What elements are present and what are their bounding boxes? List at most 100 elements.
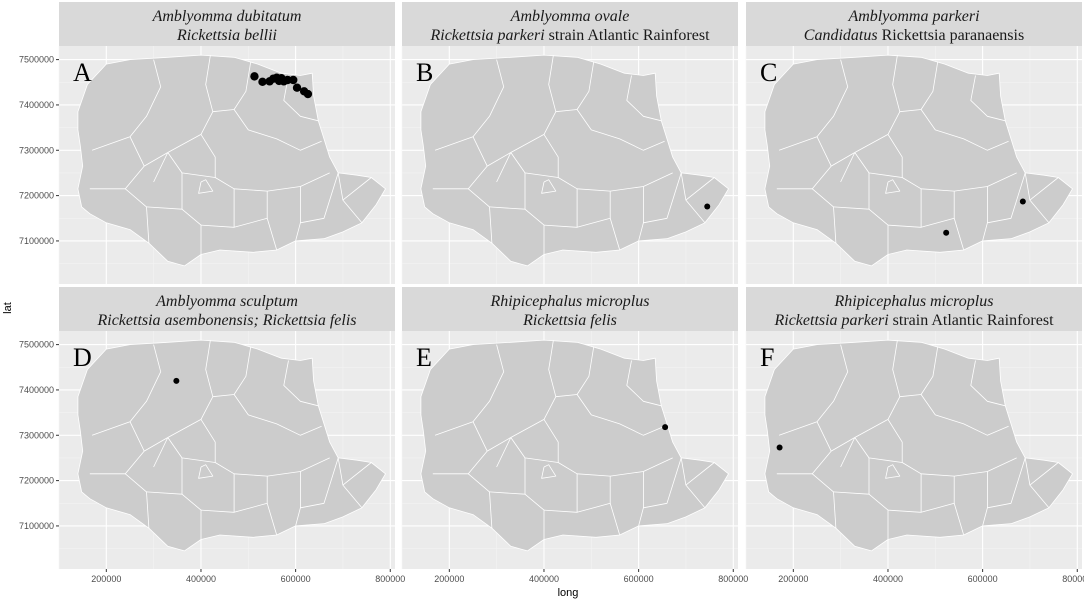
region-boundaries	[89, 340, 372, 540]
panel-c: Amblyomma parkeri Candidatus Rickettsia p…	[745, 2, 1082, 284]
region-boundary	[887, 419, 903, 463]
panel-letter: C	[760, 58, 777, 87]
y-tick-label: 7400000	[19, 385, 54, 395]
panel-title-tick: Amblyomma ovale	[510, 8, 630, 25]
panel-f: Rhipicephalus microplus Rickettsia parker…	[745, 287, 1082, 569]
panel-title-pathogen: Rickettsia asembonensis; Rickettsia feli…	[96, 312, 356, 329]
pathogen-name-italic: Rickettsia parkeri	[429, 27, 544, 44]
x-tick-label: 200000	[778, 574, 808, 584]
region-boundaries	[432, 55, 715, 255]
pathogen-name-plain: strain Atlantic Rainforest	[889, 312, 1054, 329]
occurrence-point	[704, 203, 711, 210]
region-boundary	[970, 75, 1006, 122]
y-tick-label: 7500000	[19, 55, 54, 65]
region-boundary	[91, 344, 162, 436]
region-boundary	[153, 437, 169, 468]
region-boundary	[576, 61, 595, 110]
occurrence-points	[250, 72, 313, 99]
region-boundary	[987, 172, 1026, 224]
pathogen-name-italic: Candidatus	[804, 27, 878, 44]
x-tick-label: 800000	[1062, 574, 1084, 584]
panel-d: Amblyomma sculptum Rickettsia asembonensi…	[58, 287, 395, 569]
state-outline	[420, 54, 729, 267]
region-boundary	[920, 346, 939, 395]
region-boundary	[342, 462, 372, 486]
region-boundary	[555, 394, 578, 398]
region-boundary	[300, 172, 339, 224]
region-boundary	[685, 177, 715, 201]
region-boundary	[833, 206, 889, 255]
panel-strip	[59, 287, 395, 331]
occurrence-points	[704, 203, 711, 210]
x-tick-label: 400000	[529, 574, 559, 584]
pathogen-name-plain: Rickettsia paranaensis	[878, 27, 1025, 44]
region-boundary	[1029, 462, 1059, 486]
x-tick-label: 600000	[968, 574, 998, 584]
region-boundary	[840, 152, 856, 183]
occurrence-point	[1019, 198, 1026, 205]
region-boundary	[233, 346, 252, 395]
y-tick-label: 7100000	[19, 521, 54, 531]
y-tick-label: 7200000	[19, 191, 54, 201]
region-boundary	[489, 206, 545, 255]
x-tick-label: 200000	[434, 574, 464, 584]
region-boundary	[920, 61, 939, 110]
state-outline	[764, 339, 1073, 552]
panel-a: Amblyomma dubitatum Rickettsia bellii A	[58, 2, 395, 284]
region-boundaries	[432, 340, 715, 540]
pathogen-name-plain: strain Atlantic Rainforest	[545, 27, 710, 44]
state-outline	[764, 54, 1073, 267]
region-boundary	[283, 75, 319, 122]
panel-letter: A	[73, 58, 92, 87]
region-boundary	[833, 491, 889, 540]
occurrence-point	[303, 89, 313, 99]
occurrence-point	[292, 83, 302, 92]
region-boundary	[233, 61, 252, 110]
panel-strip	[59, 2, 395, 46]
region-boundary	[233, 109, 322, 151]
region-boundary	[198, 464, 214, 479]
region-boundary	[885, 179, 901, 194]
region-boundary	[283, 360, 319, 407]
panel-strip	[402, 287, 738, 331]
region-boundaries	[776, 340, 1059, 540]
y-tick-label: 7100000	[19, 236, 54, 246]
region-boundary	[489, 491, 545, 540]
region-boundary	[685, 462, 715, 486]
region-boundary	[146, 491, 202, 540]
panel-title-tick: Amblyomma sculptum	[155, 293, 298, 310]
region-boundary	[626, 75, 662, 122]
region-boundary	[541, 179, 557, 194]
x-tick-label: 600000	[281, 574, 311, 584]
region-boundary	[200, 419, 216, 463]
occurrence-points	[662, 424, 669, 431]
occurrence-point	[776, 444, 783, 451]
pathogen-name-italic: Rickettsia parkeri	[773, 312, 888, 329]
occurrence-points	[173, 377, 180, 384]
panel-title-tick: Rhipicephalus microplus	[834, 293, 994, 310]
x-tick-label: 800000	[718, 574, 748, 584]
occurrence-points	[776, 444, 783, 451]
region-boundary	[200, 134, 216, 178]
occurrence-point	[258, 77, 267, 87]
region-boundary	[576, 346, 595, 395]
region-boundary	[576, 109, 665, 151]
y-tick-label: 7300000	[19, 145, 54, 155]
region-boundary	[885, 464, 901, 479]
state-outline	[420, 339, 729, 552]
x-tick-label: 200000	[91, 574, 121, 584]
panel-b: Amblyomma ovale Rickettsia parkeri strain…	[401, 2, 738, 284]
region-boundary	[899, 109, 922, 113]
panel-title-pathogen: Rickettsia felis	[522, 312, 617, 329]
region-boundary	[496, 437, 512, 468]
y-tick-label: 7300000	[19, 430, 54, 440]
x-tick-label: 600000	[624, 574, 654, 584]
occurrence-point	[173, 377, 180, 384]
state-outline	[77, 339, 386, 552]
region-boundary	[212, 394, 235, 398]
region-boundary	[920, 394, 1009, 436]
y-tick-label: 7500000	[19, 340, 54, 350]
region-boundary	[899, 394, 922, 398]
region-boundary	[778, 59, 849, 151]
